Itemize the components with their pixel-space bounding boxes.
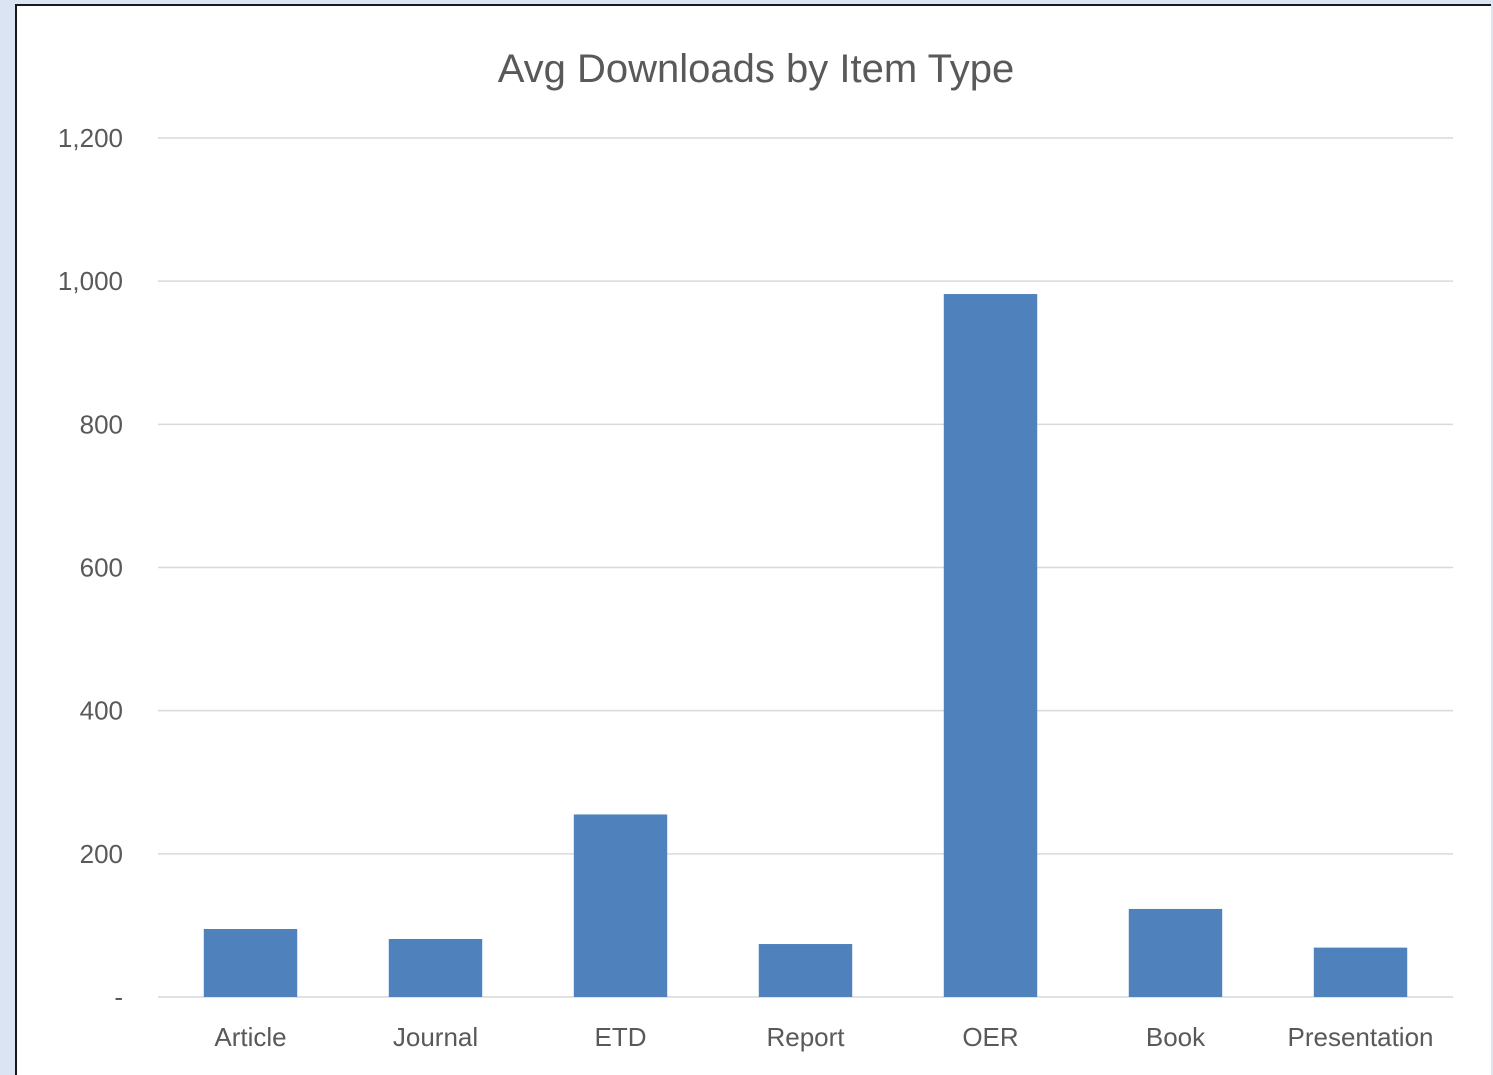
y-tick-label: 1,200 [58,123,123,153]
bar-oer [943,294,1038,998]
bars [203,294,1408,998]
x-tick-label: Article [214,1022,286,1052]
gridlines [158,137,1453,998]
bar-report [758,944,853,997]
bar-book [1128,908,1223,997]
x-axis-tick-labels: Article Journal ETD Report OER Book Presentati… [214,1022,1433,1052]
x-tick-label: Report [766,1022,845,1052]
chart-frame: Avg Downloads by Item Type - 200 400 600 800… [15,4,1491,1075]
y-tick-label: - [114,982,123,1012]
x-tick-label: Journal [393,1022,478,1052]
x-tick-label: Book [1146,1022,1206,1052]
chart-title: Avg Downloads by Item Type [498,47,1015,91]
bar-chart: Avg Downloads by Item Type - 200 400 600 800… [58,47,1453,1052]
y-tick-label: 400 [80,696,123,726]
y-tick-label: 600 [80,553,123,583]
bar-presentation [1313,947,1408,997]
bar-journal [388,939,483,997]
y-tick-label: 200 [80,839,123,869]
bar-article [203,928,298,997]
x-tick-label: ETD [595,1022,647,1052]
bar-etd [573,814,668,997]
y-axis-tick-labels: - 200 400 600 800 1,000 1,200 [58,123,123,1012]
y-tick-label: 1,000 [58,266,123,296]
x-tick-label: Presentation [1288,1022,1434,1052]
y-tick-label: 800 [80,409,123,439]
x-tick-label: OER [962,1022,1018,1052]
